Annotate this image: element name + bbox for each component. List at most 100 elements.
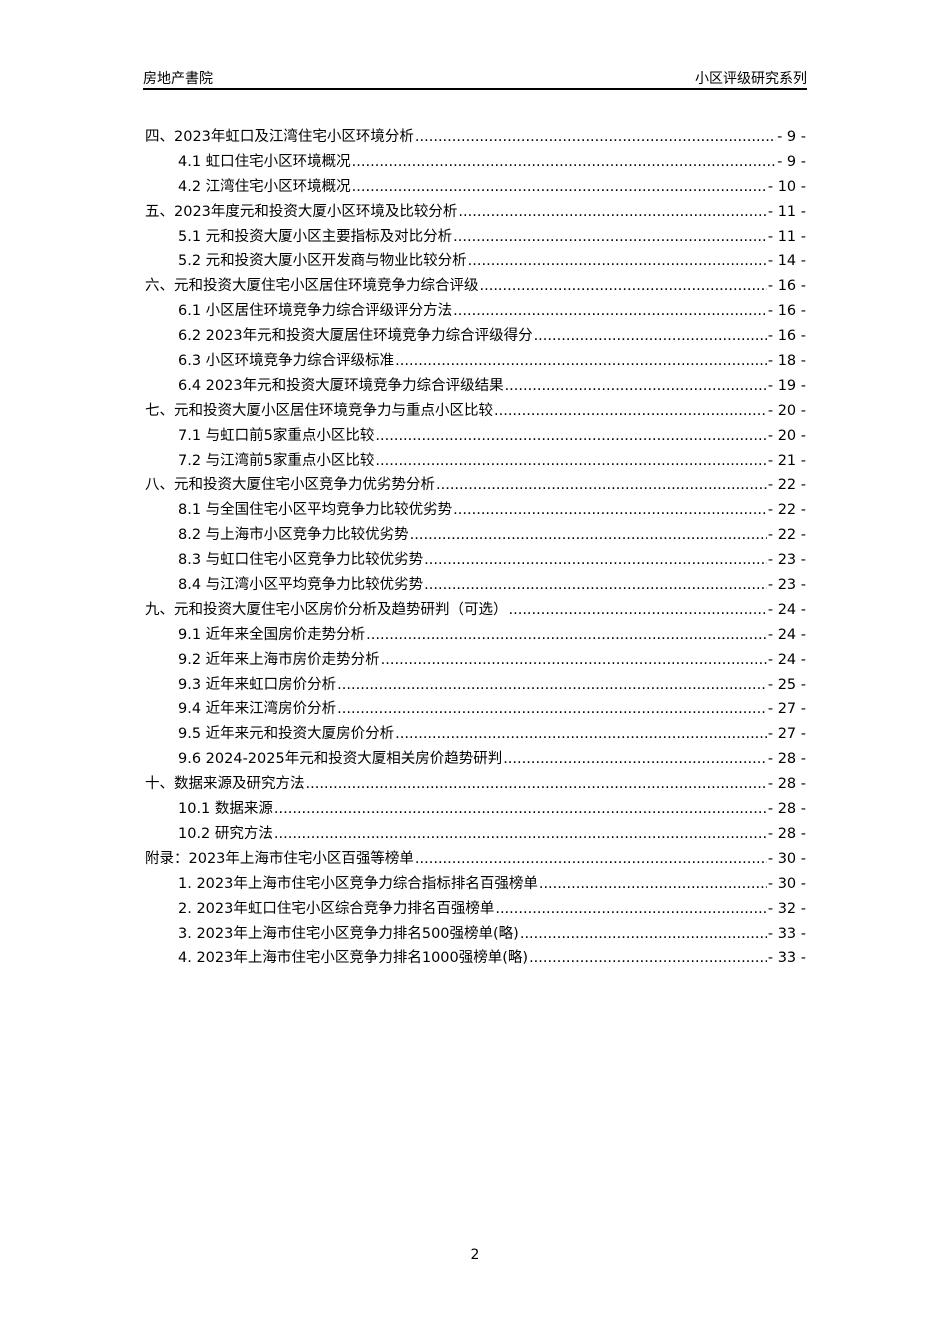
toc-dot-leader [539, 872, 767, 897]
toc-entry-page: - 27 - [767, 701, 806, 718]
toc-entry[interactable]: 9.1 近年来全国房价走势分析 - 24 - [145, 623, 806, 648]
toc-entry[interactable]: 5.2 元和投资大厦小区开发商与物业比较分析 - 14 - [145, 249, 806, 274]
toc-dot-leader [534, 324, 767, 349]
toc-entry-title: 8.1 与全国住宅小区平均竞争力比较优劣势 [178, 502, 453, 519]
toc-entry[interactable]: 2. 2023年虹口住宅小区综合竞争力排名百强榜单 - 32 - [145, 897, 806, 922]
toc-entry-page: - 28 - [767, 776, 806, 793]
toc-entry[interactable]: 4. 2023年上海市住宅小区竞争力排名1000强榜单(略) - 33 - [145, 946, 806, 971]
toc-entry[interactable]: 九、元和投资大厦住宅小区房价分析及趋势研判（可选） - 24 - [145, 598, 806, 623]
toc-entry-page: - 20 - [767, 402, 806, 419]
toc-entry[interactable]: 9.5 近年来元和投资大厦房价分析 - 27 - [145, 722, 806, 747]
toc-entry-title: 4.1 虹口住宅小区环境概况 [178, 153, 351, 170]
toc-entry-title: 六、元和投资大厦住宅小区居住环境竞争力综合评级 [145, 278, 479, 295]
toc-entry[interactable]: 6.4 2023年元和投资大厦环境竞争力综合评级结果 - 19 - [145, 374, 806, 399]
toc-entry-title: 9.4 近年来江湾房价分析 [178, 701, 337, 718]
toc-entry[interactable]: 八、元和投资大厦住宅小区竞争力优劣势分析 - 22 - [145, 473, 806, 498]
toc-entry-title: 5.1 元和投资大厦小区主要指标及对比分析 [178, 228, 453, 245]
toc-entry-page: - 11 - [767, 203, 806, 220]
page-header: 房地产書院 小区评级研究系列 [143, 66, 807, 90]
toc-entry-page: - 24 - [767, 651, 806, 668]
toc-entry-title: 附录：2023年上海市住宅小区百强等榜单 [145, 850, 414, 867]
toc-entry-title: 2. 2023年虹口住宅小区综合竞争力排名百强榜单 [178, 900, 495, 917]
toc-entry[interactable]: 7.2 与江湾前5家重点小区比较 - 21 - [145, 449, 806, 474]
toc-entry-title: 8.4 与江湾小区平均竞争力比较优劣势 [178, 577, 424, 594]
toc-entry-page: - 33 - [767, 950, 806, 967]
toc-entry-title: 6.3 小区环境竞争力综合评级标准 [178, 353, 395, 370]
toc-dot-leader [453, 299, 767, 324]
toc-entry[interactable]: 3. 2023年上海市住宅小区竞争力排名500强榜单(略) - 33 - [145, 922, 806, 947]
toc-entry[interactable]: 十、数据来源及研究方法 - 28 - [145, 772, 806, 797]
toc-entry-title: 10.1 数据来源 [178, 801, 273, 818]
toc-entry[interactable]: 10.2 研究方法 - 28 - [145, 822, 806, 847]
toc-entry[interactable]: 9.6 2024-2025年元和投资大厦相关房价趋势研判 - 28 - [145, 747, 806, 772]
toc-entry-page: - 33 - [767, 925, 806, 942]
toc-entry[interactable]: 6.2 2023年元和投资大厦居住环境竞争力综合评级得分 - 16 - [145, 324, 806, 349]
toc-dot-leader [352, 150, 776, 175]
toc-entry-title: 8.2 与上海市小区竞争力比较优劣势 [178, 527, 409, 544]
toc-entry[interactable]: 8.1 与全国住宅小区平均竞争力比较优劣势 - 22 - [145, 498, 806, 523]
toc-entry-page: - 20 - [767, 427, 806, 444]
toc-entry[interactable]: 四、2023年虹口及江湾住宅小区环境分析 - 9 - [145, 125, 806, 150]
toc-entry-title: 9.5 近年来元和投资大厦房价分析 [178, 726, 395, 743]
toc-entry[interactable]: 7.1 与虹口前5家重点小区比较 - 20 - [145, 424, 806, 449]
table-of-contents: 四、2023年虹口及江湾住宅小区环境分析 - 9 - 4.1 虹口住宅小区环境概况 -… [145, 125, 806, 971]
toc-entry[interactable]: 8.2 与上海市小区竞争力比较优劣势 - 22 - [145, 523, 806, 548]
toc-entry-page: - 24 - [767, 601, 806, 618]
toc-entry-page: - 23 - [767, 552, 806, 569]
toc-entry-page: - 18 - [767, 353, 806, 370]
toc-entry-title: 九、元和投资大厦住宅小区房价分析及趋势研判（可选） [145, 601, 508, 618]
page-number: 2 [470, 1247, 480, 1263]
toc-dot-leader [395, 349, 767, 374]
toc-entry[interactable]: 9.4 近年来江湾房价分析 - 27 - [145, 697, 806, 722]
toc-entry[interactable]: 六、元和投资大厦住宅小区居住环境竞争力综合评级 - 16 - [145, 274, 806, 299]
toc-dot-leader [520, 922, 767, 947]
toc-dot-leader [410, 523, 767, 548]
toc-dot-leader [529, 946, 767, 971]
toc-entry-page: - 28 - [767, 751, 806, 768]
toc-entry[interactable]: 七、元和投资大厦小区居住环境竞争力与重点小区比较 - 20 - [145, 399, 806, 424]
toc-entry-title: 9.6 2024-2025年元和投资大厦相关房价趋势研判 [178, 751, 503, 768]
toc-dot-leader [337, 697, 767, 722]
toc-entry[interactable]: 5.1 元和投资大厦小区主要指标及对比分析 - 11 - [145, 225, 806, 250]
toc-entry-title: 5.2 元和投资大厦小区开发商与物业比较分析 [178, 253, 467, 270]
toc-entry[interactable]: 6.3 小区环境竞争力综合评级标准 - 18 - [145, 349, 806, 374]
toc-entry-page: - 21 - [767, 452, 806, 469]
toc-entry-page: - 25 - [767, 676, 806, 693]
toc-dot-leader [395, 722, 767, 747]
toc-entry-title: 4. 2023年上海市住宅小区竞争力排名1000强榜单(略) [178, 950, 529, 967]
toc-dot-leader [337, 673, 767, 698]
toc-dot-leader [453, 498, 767, 523]
toc-entry-page: - 22 - [767, 477, 806, 494]
toc-entry[interactable]: 6.1 小区居住环境竞争力综合评级评分方法 - 16 - [145, 299, 806, 324]
toc-entry-page: - 30 - [767, 875, 806, 892]
toc-dot-leader [424, 573, 767, 598]
toc-dot-leader [381, 648, 767, 673]
toc-entry-page: - 9 - [777, 153, 806, 170]
toc-entry-page: - 16 - [767, 278, 806, 295]
toc-entry-title: 9.3 近年来虹口房价分析 [178, 676, 337, 693]
toc-entry[interactable]: 10.1 数据来源 - 28 - [145, 797, 806, 822]
toc-entry[interactable]: 4.2 江湾住宅小区环境概况 - 10 - [145, 175, 806, 200]
toc-entry[interactable]: 9.2 近年来上海市房价走势分析 - 24 - [145, 648, 806, 673]
toc-entry-page: - 28 - [767, 801, 806, 818]
toc-entry-page: - 16 - [767, 303, 806, 320]
toc-dot-leader [494, 399, 767, 424]
toc-entry-title: 7.2 与江湾前5家重点小区比较 [178, 452, 375, 469]
toc-entry[interactable]: 8.4 与江湾小区平均竞争力比较优劣势 - 23 - [145, 573, 806, 598]
toc-entry-title: 8.3 与虹口住宅小区竞争力比较优劣势 [178, 552, 424, 569]
toc-entry[interactable]: 4.1 虹口住宅小区环境概况 - 9 - [145, 150, 806, 175]
toc-entry[interactable]: 附录：2023年上海市住宅小区百强等榜单 - 30 - [145, 847, 806, 872]
toc-entry-page: - 30 - [767, 850, 806, 867]
toc-dot-leader [509, 598, 767, 623]
toc-entry[interactable]: 1. 2023年上海市住宅小区竞争力综合指标排名百强榜单 - 30 - [145, 872, 806, 897]
toc-entry-title: 9.2 近年来上海市房价走势分析 [178, 651, 380, 668]
toc-entry-title: 6.1 小区居住环境竞争力综合评级评分方法 [178, 303, 453, 320]
toc-entry[interactable]: 五、2023年度元和投资大厦小区环境及比较分析 - 11 - [145, 200, 806, 225]
toc-entry-title: 四、2023年虹口及江湾住宅小区环境分析 [145, 129, 414, 145]
toc-entry[interactable]: 8.3 与虹口住宅小区竞争力比较优劣势 - 23 - [145, 548, 806, 573]
toc-entry-page: - 24 - [767, 626, 806, 643]
toc-entry-title: 9.1 近年来全国房价走势分析 [178, 626, 366, 643]
toc-entry[interactable]: 9.3 近年来虹口房价分析 - 25 - [145, 673, 806, 698]
header-right: 小区评级研究系列 [695, 71, 807, 87]
toc-entry-title: 6.2 2023年元和投资大厦居住环境竞争力综合评级得分 [178, 328, 533, 345]
